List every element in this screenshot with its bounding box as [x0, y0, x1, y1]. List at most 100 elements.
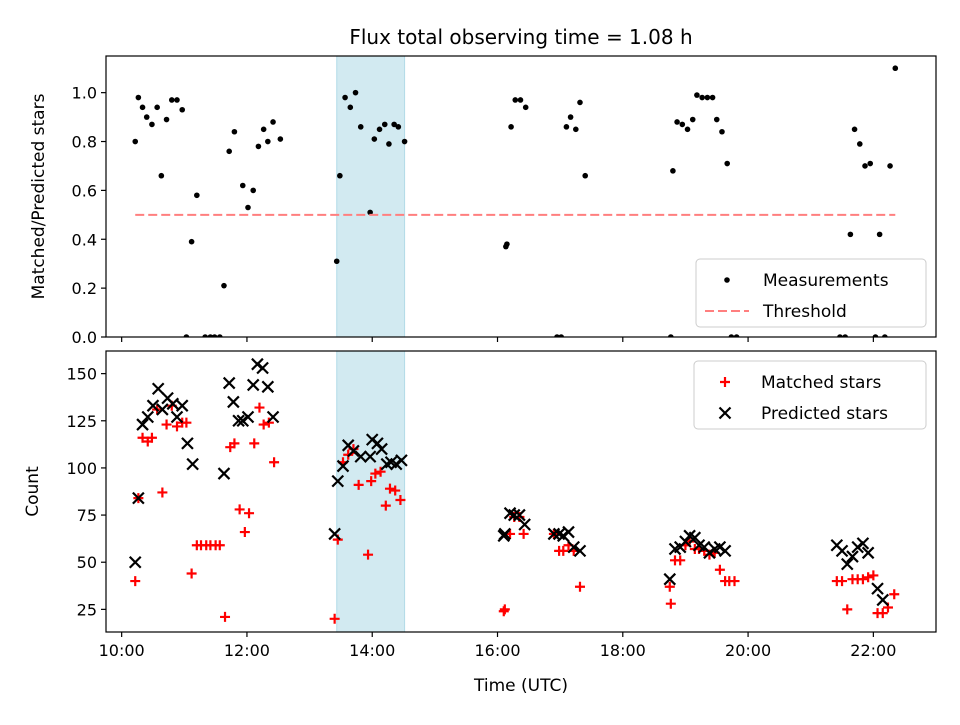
measurement-point: [670, 168, 676, 174]
matched-star-point: [258, 419, 269, 430]
predicted-star-point: [876, 593, 890, 607]
y-tick-label: 1.0: [72, 84, 97, 103]
measurement-point: [135, 94, 142, 101]
predicted-star-point: [518, 518, 531, 531]
legend-box: [693, 360, 927, 430]
measurement-point: [277, 136, 284, 142]
matched-star-point: [171, 421, 182, 432]
measurement-point: [876, 231, 883, 238]
measurement-point: [512, 97, 519, 103]
measurement-point: [143, 114, 150, 120]
predicted-star-point: [241, 410, 255, 424]
measurement-point: [207, 334, 214, 337]
predicted-star-point: [395, 454, 408, 467]
matched-star-point: [186, 568, 197, 579]
matched-star-point: [390, 485, 401, 496]
y-tick-label: 0.2: [72, 279, 97, 298]
matched-star-point: [395, 494, 406, 505]
measurement-point: [132, 138, 139, 145]
measurement-point: [265, 138, 271, 145]
measurement-point: [179, 106, 186, 113]
measurement-point: [154, 104, 160, 111]
matched-star-point: [499, 604, 510, 615]
predicted-star-point: [718, 544, 732, 558]
measurement-point: [504, 241, 510, 247]
x-axis-label: Time (UTC): [473, 676, 568, 696]
measurement-point: [558, 334, 564, 337]
predicted-star-point: [328, 527, 341, 541]
predicted-star-point: [217, 467, 231, 480]
measurement-point: [709, 94, 716, 101]
legend-predicted-swatch: [718, 406, 732, 420]
measurement-point: [694, 92, 700, 98]
top-panel: 0.0 0.2 0.4 0.6 0.8 1.0 Matched/Predicted star…: [29, 55, 937, 347]
axes-frame: [105, 55, 937, 338]
predicted-star-point: [146, 399, 160, 412]
measurement-point: [255, 143, 262, 150]
matched-star-point: [269, 457, 280, 468]
matched-star-point: [181, 417, 192, 428]
predicted-star-point: [175, 399, 189, 412]
matched-star-point: [234, 504, 245, 515]
predicted-star-point: [856, 537, 870, 550]
measurement-point: [847, 231, 854, 238]
matched-star-point: [837, 576, 848, 587]
matched-star-point: [842, 604, 853, 615]
matched-star-point: [130, 576, 141, 587]
matched-star-point: [889, 589, 900, 600]
predicted-star-point: [232, 414, 245, 428]
measurement-point: [371, 136, 378, 142]
chart-title: Flux total observing time = 1.08 h: [349, 25, 692, 49]
plot-area: [132, 65, 899, 337]
predicted-star-point: [363, 450, 377, 463]
predicted-star-point: [871, 582, 884, 595]
measurement-point: [713, 116, 720, 123]
measurement-point: [337, 172, 343, 179]
predicted-star-point: [156, 403, 169, 416]
matched-star-point: [714, 564, 725, 575]
matched-star-point: [675, 555, 686, 566]
predicted-star-point: [513, 508, 526, 522]
x-tick-label: 22:00: [850, 641, 896, 660]
y-tick-label: 100: [66, 459, 97, 478]
measurement-point: [882, 334, 888, 337]
predicted-star-point: [181, 437, 194, 450]
measurement-point: [239, 182, 246, 189]
measurement-point: [183, 334, 190, 337]
matched-star-point: [214, 540, 225, 551]
predicted-star-point: [375, 442, 388, 456]
predicted-star-point: [166, 397, 180, 411]
measurement-point: [674, 119, 680, 125]
predicted-star-point: [246, 378, 260, 392]
measurement-point: [554, 334, 560, 337]
measurement-point: [347, 104, 354, 111]
measurement-point: [381, 121, 388, 128]
y-tick-label: 0.8: [72, 133, 97, 152]
predicted-star-point: [186, 457, 199, 471]
matched-star-point: [161, 419, 172, 430]
measurement-point: [401, 138, 408, 145]
measurement-point: [211, 334, 218, 337]
predicted-star-point: [222, 376, 236, 390]
measurement-point: [333, 258, 340, 265]
predicted-star-point: [227, 395, 240, 409]
measurement-point: [733, 334, 740, 337]
predicted-star-point: [663, 572, 677, 586]
y-tick-label: 25: [77, 600, 97, 619]
legend-box: [695, 258, 927, 328]
predicted-star-point: [141, 410, 155, 424]
measurement-point: [221, 282, 227, 289]
predicted-star-point: [132, 491, 145, 505]
matched-star-point: [664, 581, 675, 592]
highlight-span: [336, 55, 406, 338]
measurement-point: [231, 128, 238, 135]
measurement-point: [577, 99, 583, 106]
matched-star-point: [329, 613, 340, 624]
predicted-star-point: [562, 525, 575, 539]
matched-star-point: [877, 608, 888, 619]
measurement-point: [367, 209, 373, 216]
legend-label: Predicted stars: [761, 404, 888, 424]
measurement-point: [887, 163, 893, 169]
